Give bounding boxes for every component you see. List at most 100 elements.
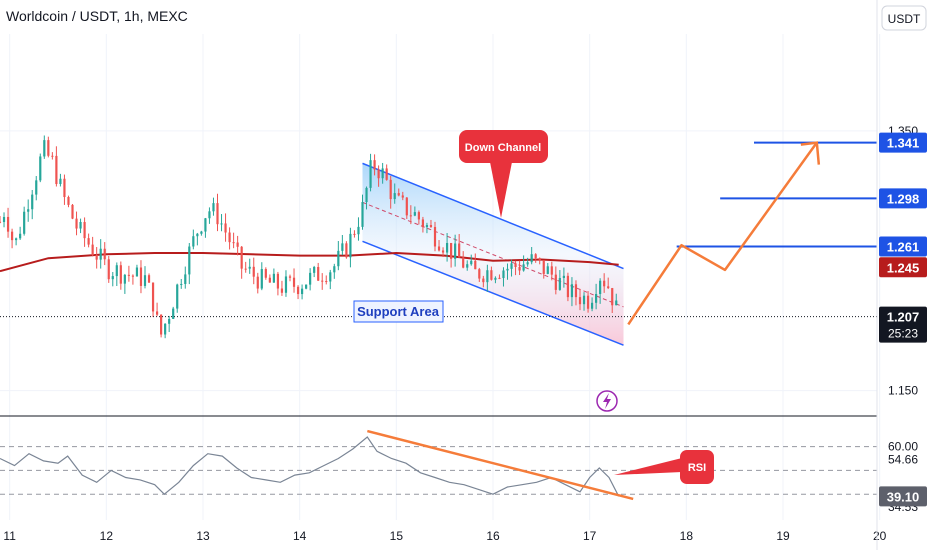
rsi-value-label-bg — [879, 486, 927, 507]
channel-upper-line — [362, 162, 624, 270]
x-tick-label: 20 — [873, 529, 887, 543]
x-tick-label: 11 — [3, 529, 16, 543]
projection-path — [627, 141, 818, 326]
candle — [151, 282, 155, 312]
candle — [23, 211, 26, 234]
candle — [188, 246, 191, 275]
candle — [160, 314, 163, 335]
candle — [538, 258, 541, 261]
candle — [111, 276, 114, 280]
candle — [284, 276, 288, 293]
candle — [474, 260, 477, 270]
candle — [135, 267, 139, 277]
candle — [337, 250, 340, 267]
candle — [413, 212, 416, 216]
candle — [458, 243, 461, 258]
candle — [131, 275, 135, 277]
rsi-callout: RSI — [614, 450, 714, 484]
candle — [558, 277, 561, 290]
candle — [534, 254, 537, 259]
candle — [155, 311, 159, 315]
candle — [530, 254, 533, 263]
target-level-label: 1.261 — [887, 239, 920, 254]
candle — [562, 275, 565, 278]
candle — [35, 180, 38, 195]
candle — [232, 242, 235, 244]
candle — [349, 233, 352, 258]
candle — [67, 197, 70, 205]
candle — [51, 155, 54, 157]
candle — [454, 243, 457, 259]
candle — [393, 193, 396, 200]
candle — [31, 194, 34, 210]
rsi-value-label: 39.10 — [887, 489, 920, 504]
candle — [502, 270, 505, 279]
candle — [353, 233, 356, 235]
candle — [248, 266, 251, 269]
candle — [292, 277, 296, 287]
candle — [385, 168, 388, 180]
candle — [87, 238, 90, 245]
candle — [123, 274, 126, 284]
candle — [615, 300, 618, 306]
currency-button[interactable]: USDT — [881, 5, 927, 31]
moving-average-label-bg — [879, 257, 927, 278]
x-tick-label: 15 — [390, 529, 404, 543]
candle — [377, 169, 380, 179]
candle — [309, 272, 312, 285]
currency-button-label: USDT — [888, 12, 921, 26]
candle — [607, 286, 610, 289]
lightning-icon[interactable] — [596, 390, 618, 412]
candle — [305, 284, 308, 289]
candle — [224, 223, 227, 233]
candle — [168, 319, 171, 324]
candle — [429, 225, 433, 227]
candle — [325, 281, 328, 283]
candle — [180, 283, 183, 285]
candle — [264, 269, 267, 278]
candle — [260, 269, 263, 289]
candle — [280, 288, 284, 293]
candle — [421, 219, 425, 228]
candle — [240, 246, 243, 269]
candle — [164, 323, 167, 335]
candle — [83, 221, 86, 239]
candle — [172, 308, 175, 320]
rsi-tick-label: 54.66 — [888, 452, 918, 466]
x-tick-label: 14 — [293, 529, 307, 543]
candle — [417, 212, 420, 220]
candle — [365, 187, 368, 203]
target-level-label: 1.298 — [887, 191, 920, 206]
candle — [401, 195, 404, 198]
candle — [409, 215, 412, 217]
chart-title: Worldcoin / USDT, 1h, MEXC — [6, 8, 188, 24]
candle — [554, 274, 557, 290]
candle — [79, 221, 82, 229]
candle — [590, 302, 594, 309]
support-area-annotation: Support Area — [353, 300, 444, 323]
candle — [329, 272, 332, 282]
candle — [550, 266, 553, 275]
candle — [252, 266, 255, 277]
candle — [462, 257, 465, 268]
candle — [333, 266, 336, 273]
candle — [437, 246, 441, 251]
candle — [341, 243, 344, 251]
candle — [494, 277, 497, 280]
candle — [119, 265, 122, 284]
candle — [103, 248, 106, 260]
target-level-label-bg — [879, 236, 927, 257]
candle — [595, 294, 598, 303]
candle — [582, 295, 586, 305]
current-price-label-bg — [879, 306, 927, 343]
candle — [514, 263, 517, 267]
candle — [389, 179, 392, 200]
candle — [91, 244, 94, 256]
candle — [59, 178, 62, 185]
candle — [317, 266, 320, 281]
candle — [482, 278, 485, 283]
candle — [603, 280, 606, 287]
candle — [268, 277, 271, 283]
down-channel-label: Down Channel — [465, 142, 541, 154]
